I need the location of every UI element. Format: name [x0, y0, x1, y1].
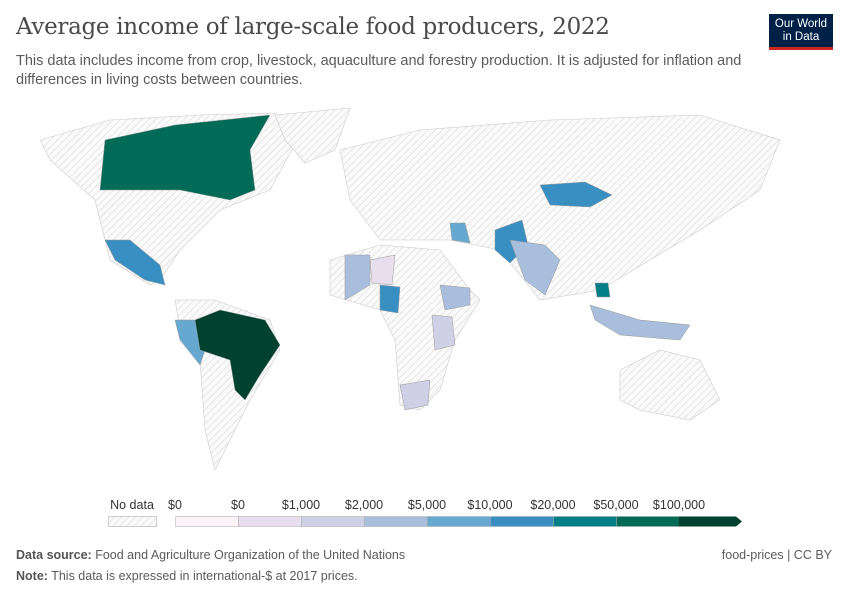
legend-bin: [364, 516, 428, 527]
legend-label: $2,000: [344, 498, 384, 512]
world-map[interactable]: [0, 105, 850, 485]
note: Note: This data is expressed in internat…: [16, 569, 358, 583]
country-ethiopia[interactable]: [439, 284, 471, 311]
legend-bin: [553, 516, 617, 527]
legend-label: $20,000: [530, 498, 576, 512]
legend-bin-open: [679, 516, 742, 527]
legend-bin: [616, 516, 680, 527]
chart-subtitle: This data includes income from crop, liv…: [16, 53, 742, 88]
logo-line2: in Data: [782, 31, 820, 43]
legend-bin: [175, 516, 239, 527]
legend-label: $0: [231, 498, 245, 512]
country-indonesia[interactable]: [589, 304, 691, 341]
country-iraq[interactable]: [449, 222, 471, 244]
legend-bin: [427, 516, 491, 527]
country-mongolia[interactable]: [539, 181, 613, 208]
note-label: Note:: [16, 569, 48, 583]
legend-color-bar: [175, 516, 742, 527]
eurasia[interactable]: [339, 114, 781, 301]
country-india[interactable]: [509, 239, 561, 296]
note-text: This data is expressed in international-…: [51, 569, 358, 583]
legend-bin: [490, 516, 554, 527]
legend-label: $100,000: [652, 498, 706, 512]
australia[interactable]: [619, 349, 721, 421]
legend-label: $5,000: [407, 498, 447, 512]
country-south-africa[interactable]: [399, 379, 431, 411]
legend-bin: [238, 516, 302, 527]
country-cambodia[interactable]: [594, 282, 611, 298]
legend-label: $0: [168, 498, 182, 512]
legend-label: $1,000: [281, 498, 321, 512]
owid-logo[interactable]: Our World in Data: [769, 14, 833, 50]
country-mali-niger[interactable]: [369, 254, 396, 286]
license[interactable]: food-prices | CC BY: [721, 548, 832, 562]
country-nigeria[interactable]: [379, 284, 401, 314]
country-canada[interactable]: [99, 114, 271, 201]
legend-no-data-swatch: [108, 516, 157, 527]
legend-label: $50,000: [593, 498, 639, 512]
country-west-africa[interactable]: [344, 254, 371, 301]
legend-label: $10,000: [467, 498, 513, 512]
country-brazil[interactable]: [194, 309, 281, 401]
chart-title: Average income of large-scale food produ…: [16, 14, 610, 40]
logo-line1: Our World: [774, 18, 828, 30]
source-label: Data source:: [16, 548, 92, 562]
source-text[interactable]: Food and Agriculture Organization of the…: [95, 548, 406, 562]
legend-bin: [301, 516, 365, 527]
data-source: Data source: Food and Agriculture Organi…: [16, 548, 405, 562]
country-mexico[interactable]: [104, 239, 166, 286]
country-tanzania[interactable]: [431, 314, 456, 351]
greenland[interactable]: [274, 107, 351, 164]
legend-no-data-label: No data: [110, 498, 154, 512]
